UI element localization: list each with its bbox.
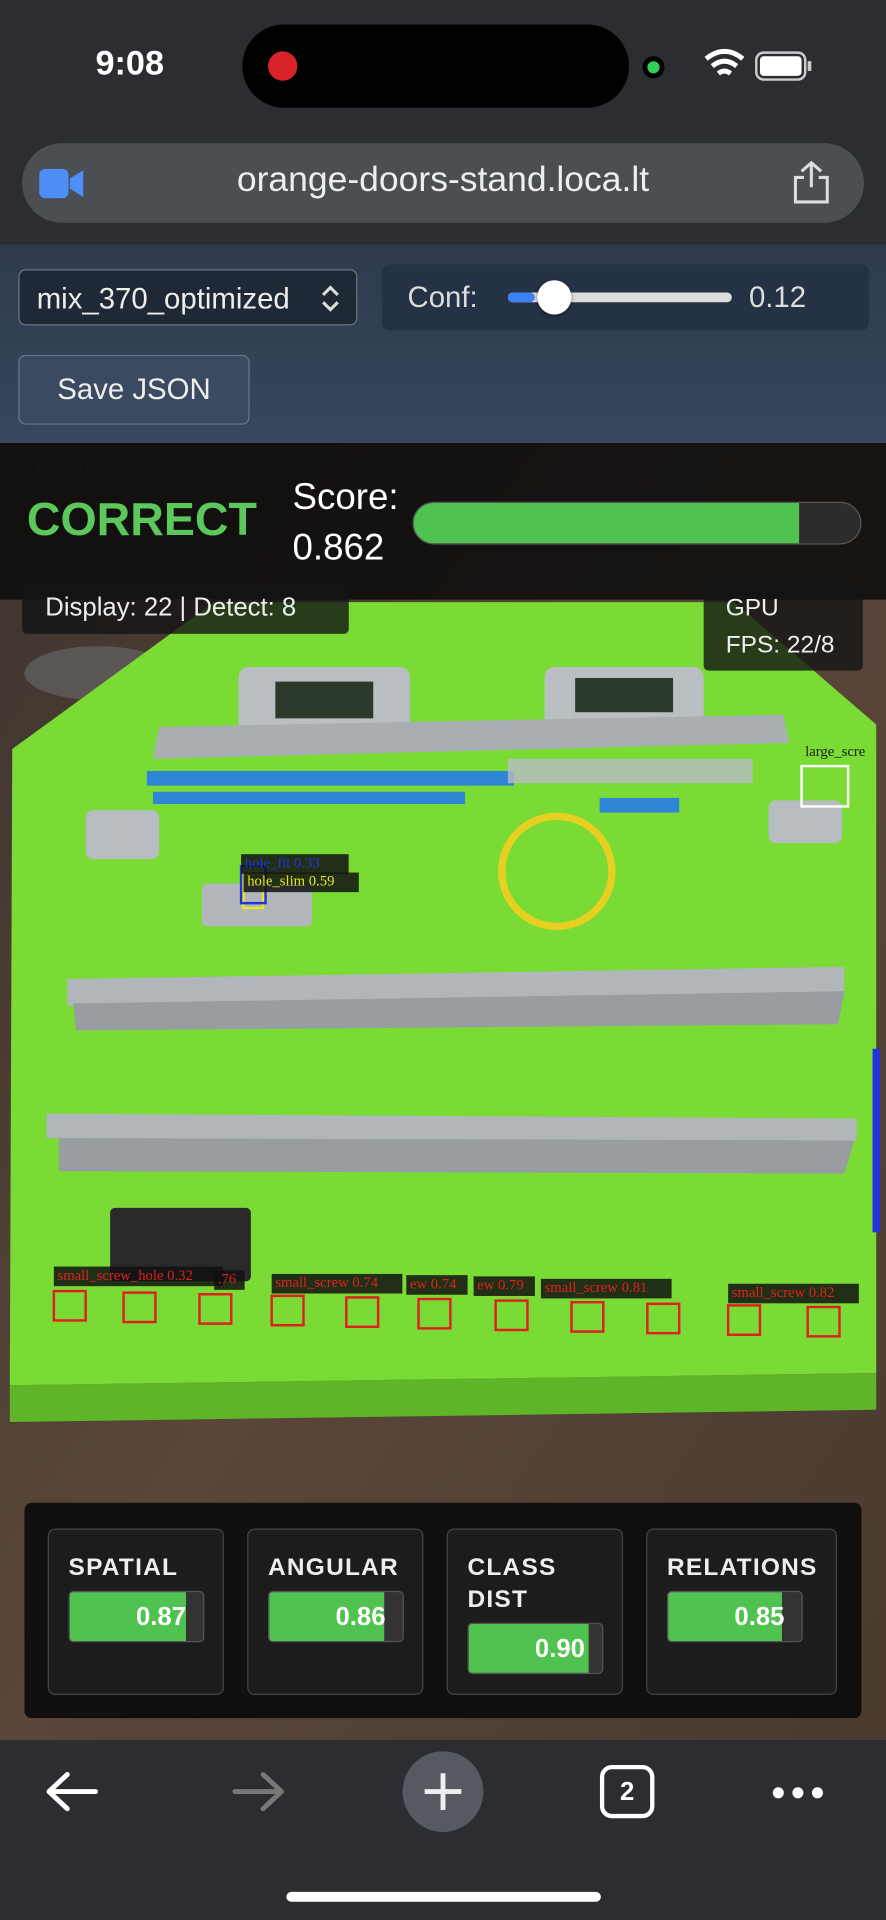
- metric-fill: [69, 1592, 186, 1642]
- conf-value: 0.12: [748, 281, 807, 315]
- label-bg: [473, 1276, 535, 1296]
- detection-label: hole_slim 0.59: [247, 874, 334, 890]
- camera-icon: [39, 168, 84, 199]
- detection-box: [122, 1291, 157, 1324]
- detection-box: [646, 1302, 681, 1335]
- detection-box: [270, 1294, 305, 1327]
- metric-bar: 0.87: [68, 1590, 205, 1643]
- metric-fill: [468, 1623, 589, 1673]
- clock: 9:08: [95, 44, 165, 82]
- label-bg: [271, 1273, 403, 1294]
- detection-label: .76: [218, 1271, 236, 1287]
- score-value: 0.862: [292, 527, 385, 568]
- label-bg: [540, 1278, 672, 1299]
- detection-label: large_scre: [805, 744, 865, 760]
- metric-value: 0.85: [734, 1603, 785, 1632]
- label-bg: [243, 872, 359, 893]
- tab-count[interactable]: 2: [620, 1778, 635, 1807]
- score-label: Score:: [292, 477, 399, 518]
- detection-label: small_screw 0.82: [732, 1285, 835, 1301]
- gpu-label: GPU: [725, 594, 779, 622]
- detection-box: [345, 1296, 380, 1329]
- detection-label: small_screw 0.74: [275, 1275, 378, 1291]
- fps: FPS: 22/8: [725, 631, 835, 659]
- detection-box: [52, 1289, 87, 1322]
- detection-box: [726, 1304, 762, 1336]
- model-select[interactable]: mix_370_optimized: [18, 269, 358, 326]
- slider-thumb[interactable]: [537, 280, 572, 315]
- detection-label: ew 0.79: [477, 1278, 523, 1294]
- metric-label: ANGULAR: [268, 1554, 399, 1582]
- score-bar: [412, 501, 862, 545]
- browser-nav: 2: [0, 1740, 886, 1919]
- score-fill: [413, 502, 799, 544]
- metric-label: SPATIAL: [68, 1554, 179, 1582]
- metric-bar: 0.90: [467, 1622, 604, 1675]
- metric-card: RELATIONS 0.85: [646, 1528, 838, 1695]
- slider-fill: [507, 292, 535, 303]
- detection-box: [570, 1300, 605, 1333]
- detection-label: hole_fit 0.33: [245, 855, 320, 871]
- metric-bar: 0.86: [268, 1590, 404, 1643]
- status-icons: [704, 48, 812, 81]
- label-bg: [406, 1275, 468, 1295]
- label-bg: [241, 854, 349, 874]
- url-bar[interactable]: orange-doors-stand.loca.lt: [22, 143, 864, 223]
- detection-label: small_screw_hole 0.32: [58, 1268, 193, 1284]
- detection-box: [800, 764, 850, 808]
- metric-fill: [668, 1592, 782, 1642]
- dynamic-island: [242, 24, 630, 108]
- detection-label: ew 0.74: [410, 1276, 457, 1292]
- conf-label: Conf:: [407, 281, 478, 315]
- conf-panel: Conf: 0.12: [381, 264, 869, 331]
- metric-value: 0.90: [534, 1634, 585, 1664]
- label-bg: [214, 1270, 245, 1290]
- display-info: Display: 22 | Detect: 8: [22, 582, 349, 634]
- model-name: mix_370_optimized: [36, 282, 290, 316]
- url-text: orange-doors-stand.loca.lt: [236, 160, 650, 200]
- record-dot: [268, 51, 298, 81]
- detection-box: [198, 1293, 233, 1325]
- save-json-button[interactable]: Save JSON: [18, 354, 250, 425]
- detection-box: [417, 1297, 452, 1330]
- metric-fill: [269, 1592, 384, 1642]
- metric-card: CLASS DIST 0.90: [446, 1528, 623, 1695]
- chevrons: [321, 285, 339, 312]
- metric-value: 0.86: [335, 1603, 386, 1632]
- label-bg: [53, 1266, 224, 1287]
- verdict: CORRECT: [26, 494, 257, 546]
- gpu-box: GPU FPS: 22/8: [703, 580, 863, 671]
- metric-card: ANGULAR 0.86: [247, 1528, 424, 1695]
- metric-label: RELATIONS: [666, 1554, 818, 1582]
- metric-bar: 0.85: [666, 1590, 803, 1643]
- label-bg: [728, 1283, 859, 1304]
- camera-indicator: [642, 56, 665, 79]
- slider-track[interactable]: [507, 280, 732, 315]
- metric-value: 0.87: [135, 1603, 187, 1632]
- detection-box: [494, 1299, 529, 1332]
- detection-label: small_screw 0.81: [545, 1280, 648, 1296]
- nav-icons: [46, 1751, 823, 1902]
- detection-box: [806, 1305, 841, 1338]
- metric-label: CLASS DIST: [467, 1554, 557, 1613]
- share-icon[interactable]: [791, 160, 833, 204]
- metric-card: SPATIAL 0.87: [47, 1528, 224, 1695]
